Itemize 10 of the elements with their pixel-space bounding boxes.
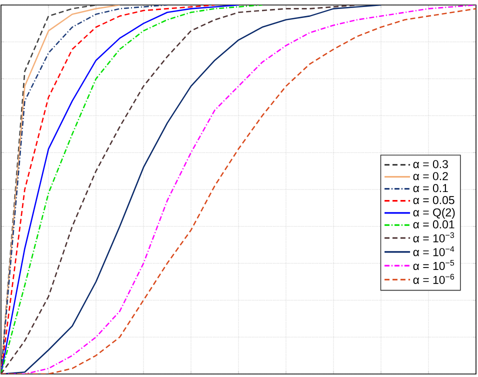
legend-label: α = 10$^{−6}$ <box>413 274 454 284</box>
legend-label: α = 10$^{−4}$ <box>413 246 454 256</box>
legend-label: α = 0.2 <box>413 172 448 180</box>
legend-label: α = 0.3 <box>413 160 448 168</box>
legend-label: α = 0.1 <box>413 184 448 192</box>
legend-label: α = Q(2) <box>413 208 455 219</box>
legend-label: α = 10$^{−5}$ <box>413 260 454 270</box>
legend-label: α = 0.01 <box>413 220 454 228</box>
legend-label: α = 10$^{−3}$ <box>413 232 454 242</box>
legend-label: α = 0.05 <box>413 196 454 204</box>
